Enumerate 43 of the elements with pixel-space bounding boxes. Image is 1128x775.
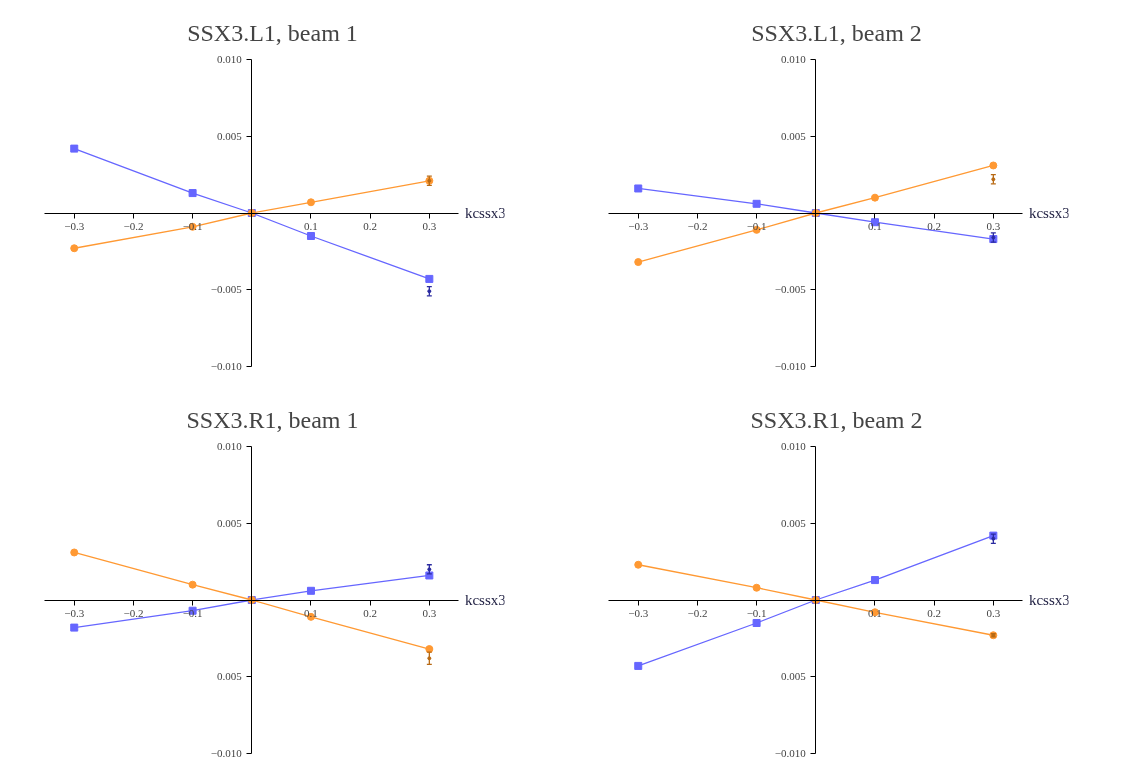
chart-title: SSX3.L1, beam 1: [187, 19, 358, 46]
x-tick-label: −0.3: [628, 220, 649, 232]
x-tick-label: −0.2: [687, 220, 708, 232]
y-tick-label: 0.005: [781, 670, 807, 683]
y-tick-label: 0.005: [217, 670, 243, 683]
y-tick-label: 0.010: [217, 440, 243, 453]
x-tick-label: −0.3: [64, 607, 85, 619]
y-tick-label: 0.005: [781, 129, 807, 142]
x-axis-title: kcssx3: [464, 592, 506, 608]
x-tick-label: −0.3: [628, 607, 649, 619]
y-tick-label: −0.010: [210, 746, 243, 759]
y-tick-label: 0.010: [781, 53, 807, 66]
x-tick-label: 0.2: [927, 220, 942, 232]
x-tick-label: −0.1: [182, 220, 203, 232]
y-tick-label: −0.010: [774, 746, 807, 759]
x-tick-label: 0.1: [304, 220, 318, 232]
x-tick-label: 0.3: [986, 220, 1001, 232]
chart-title: SSX3.R1, beam 2: [750, 406, 923, 433]
y-tick-label: −0.010: [210, 359, 243, 372]
y-tick-label: −0.010: [774, 359, 807, 372]
y-tick-label: 0.005: [781, 516, 807, 529]
chart-title: SSX3.R1, beam 1: [186, 406, 359, 433]
y-tick-label: 0.005: [217, 516, 243, 529]
x-tick-label: −0.3: [64, 220, 85, 232]
y-tick-label: 0.010: [781, 440, 807, 453]
x-tick-label: −0.1: [746, 607, 767, 619]
x-axis-title: kcssx3: [464, 205, 506, 221]
y-tick-label: 0.010: [217, 53, 243, 66]
x-tick-label: −0.2: [123, 220, 144, 232]
x-tick-label: 0.3: [422, 607, 437, 619]
x-tick-label: 0.2: [363, 220, 378, 232]
chart-title: SSX3.L1, beam 2: [751, 19, 922, 46]
x-axis-title: kcssx3: [1028, 592, 1070, 608]
x-axis-title: kcssx3: [1028, 205, 1070, 221]
x-tick-label: 0.2: [363, 607, 378, 619]
y-tick-label: −0.005: [774, 283, 807, 296]
y-tick-label: 0.005: [217, 129, 243, 142]
x-tick-label: 0.2: [927, 607, 942, 619]
y-tick-label: −0.005: [210, 283, 243, 296]
x-tick-label: 0.3: [986, 607, 1001, 619]
x-tick-label: −0.2: [687, 607, 708, 619]
x-tick-label: −0.2: [123, 607, 144, 619]
x-tick-label: 0.3: [422, 220, 437, 232]
